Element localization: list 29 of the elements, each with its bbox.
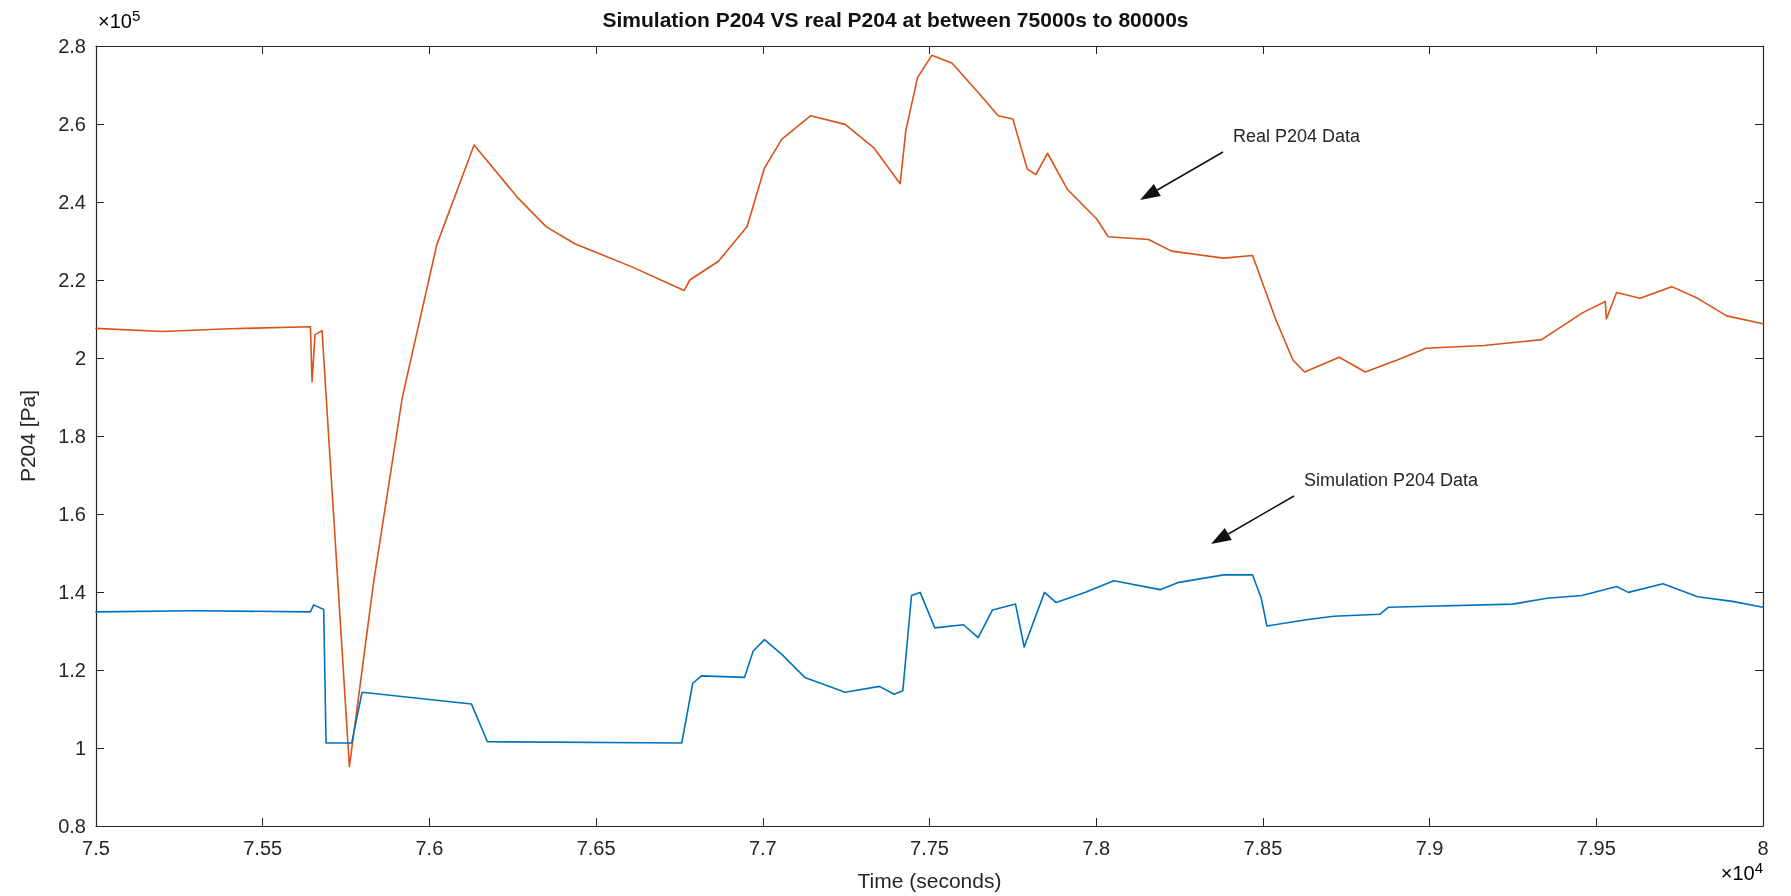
x-tick-label: 7.8 — [1082, 837, 1111, 859]
y-tick-label: 2.2 — [58, 269, 86, 291]
line-series — [95, 574, 1764, 744]
x-tick-label: 7.65 — [576, 837, 616, 859]
y-tick-label: 1.6 — [58, 503, 86, 525]
x-tick-label: 7.9 — [1415, 837, 1444, 859]
y-tick-label: 1.2 — [58, 659, 86, 681]
y-tick-label: 2.4 — [58, 191, 86, 213]
x-tick-label: 7.95 — [1576, 837, 1616, 859]
x-tick-label: 8 — [1757, 837, 1769, 859]
chart-title: Simulation P204 VS real P204 at between 75000s to 80000s — [602, 8, 1189, 31]
line-series — [95, 54, 1764, 768]
y-tick-label: 1.8 — [58, 425, 86, 447]
y-tick-label: 1 — [74, 737, 86, 759]
x-tick-label: 7.6 — [415, 837, 444, 859]
annotation: Simulation P204 Data — [1304, 470, 1479, 490]
annotation: Real P204 Data — [1233, 126, 1361, 146]
y-axis-title: P204 [Pa] — [16, 389, 39, 483]
y-tick-label: 2.8 — [58, 35, 86, 57]
x-tick-label: 7.85 — [1243, 837, 1283, 859]
x-axis-title: Time (seconds) — [857, 869, 1002, 892]
x-tick-label: 7.5 — [82, 837, 110, 859]
x-tick-label: 7.7 — [748, 837, 777, 859]
y-tick-label: 0.8 — [58, 815, 86, 837]
y-tick-label: 2.6 — [58, 113, 86, 135]
x-tick-label: 7.75 — [910, 837, 949, 859]
y-tick-label: 1.4 — [58, 581, 86, 603]
x-tick-label: 7.55 — [243, 837, 283, 859]
y-tick-label: 2 — [74, 347, 86, 369]
